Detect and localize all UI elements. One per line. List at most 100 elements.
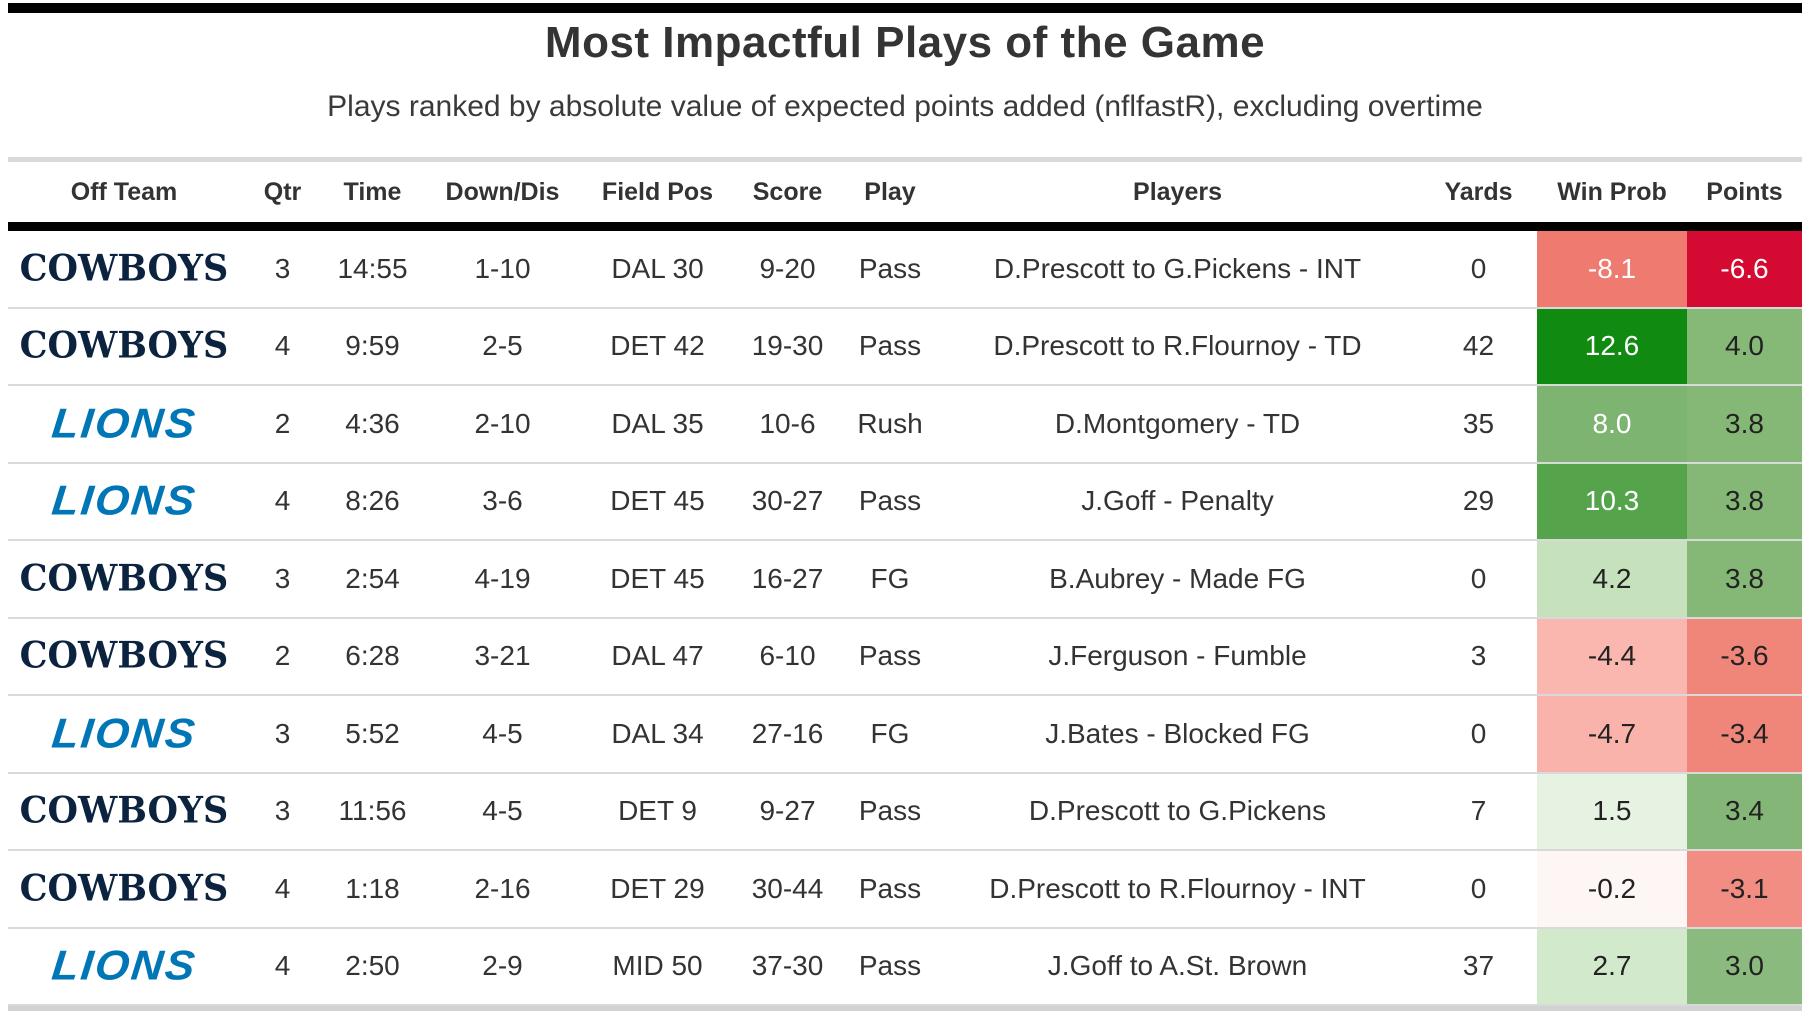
- header-row: Off Team Qtr Time Down/Dis Field Pos Sco…: [8, 163, 1802, 231]
- table-row: COWBOYS 3 14:55 1-10 DAL 30 9-20 Pass D.…: [8, 231, 1802, 309]
- score-cell: 10-6: [730, 386, 845, 464]
- win-prob-cell: 1.5: [1537, 773, 1687, 851]
- yards-cell: 0: [1420, 541, 1537, 619]
- qtr-cell: 3: [240, 231, 325, 309]
- points-cell: -3.6: [1687, 618, 1802, 696]
- qtr-cell: 4: [240, 309, 325, 386]
- play-cell: Pass: [845, 619, 935, 696]
- score-cell: 37-30: [730, 929, 845, 1006]
- col-header-play: Play: [845, 163, 935, 231]
- time-cell: 9:59: [325, 309, 420, 386]
- play-cell: FG: [845, 541, 935, 619]
- yards-cell: 29: [1420, 464, 1537, 541]
- col-header-qtr: Qtr: [240, 163, 325, 231]
- players-cell: J.Ferguson - Fumble: [935, 619, 1420, 696]
- play-cell: Pass: [845, 464, 935, 541]
- time-cell: 2:50: [325, 929, 420, 1006]
- team-wordmark-logo: LIONS: [49, 710, 199, 757]
- play-cell: Pass: [845, 929, 935, 1006]
- yards-cell: 0: [1420, 696, 1537, 774]
- team-wordmark-logo: COWBOYS: [19, 789, 229, 833]
- page-subtitle: Plays ranked by absolute value of expect…: [327, 90, 1483, 123]
- time-cell: 8:26: [325, 464, 420, 541]
- score-cell: 16-27: [730, 541, 845, 619]
- yards-cell: 7: [1420, 774, 1537, 851]
- win-prob-cell: -4.7: [1537, 696, 1687, 774]
- field-pos-cell: DAL 30: [585, 231, 730, 309]
- points-cell: -3.1: [1687, 851, 1802, 929]
- win-prob-cell: 4.2: [1537, 541, 1687, 619]
- win-prob-cell: 8.0: [1537, 386, 1687, 464]
- table-row: COWBOYS 3 11:56 4-5 DET 9 9-27 Pass D.Pr…: [8, 773, 1802, 851]
- score-cell: 30-27: [730, 464, 845, 541]
- table-row: COWBOYS 3 2:54 4-19 DET 45 16-27 FG B.Au…: [8, 541, 1802, 619]
- col-header-off-team: Off Team: [8, 163, 240, 231]
- win-prob-cell: -8.1: [1537, 231, 1687, 309]
- team-wordmark-logo: LIONS: [49, 400, 199, 447]
- play-cell: Pass: [845, 309, 935, 386]
- off-team-cell: LIONS: [8, 929, 240, 1006]
- down-dis-cell: 1-10: [420, 231, 585, 309]
- qtr-cell: 2: [240, 619, 325, 696]
- score-cell: 27-16: [730, 696, 845, 774]
- col-header-time: Time: [325, 163, 420, 231]
- off-team-cell: COWBOYS: [8, 309, 240, 386]
- qtr-cell: 4: [240, 851, 325, 929]
- players-cell: D.Montgomery - TD: [935, 386, 1420, 464]
- table-row: LIONS 4 8:26 3-6 DET 45 30-27 Pass J.Gof…: [8, 463, 1802, 541]
- time-cell: 4:36: [325, 386, 420, 464]
- qtr-cell: 3: [240, 696, 325, 774]
- down-dis-cell: 4-5: [420, 696, 585, 774]
- play-cell: Rush: [845, 386, 935, 464]
- team-wordmark-logo: COWBOYS: [19, 324, 229, 368]
- down-dis-cell: 2-9: [420, 929, 585, 1006]
- points-cell: 3.0: [1687, 928, 1802, 1006]
- yards-cell: 0: [1420, 231, 1537, 309]
- col-header-score: Score: [730, 163, 845, 231]
- field-pos-cell: DAL 47: [585, 619, 730, 696]
- score-cell: 19-30: [730, 309, 845, 386]
- players-cell: D.Prescott to G.Pickens - INT: [935, 231, 1420, 309]
- team-wordmark-logo: LIONS: [49, 477, 199, 525]
- players-cell: J.Goff - Penalty: [935, 464, 1420, 541]
- team-wordmark-logo: COWBOYS: [19, 634, 229, 678]
- top-black-bar: [8, 3, 1802, 13]
- qtr-cell: 2: [240, 386, 325, 464]
- field-pos-cell: DAL 34: [585, 696, 730, 774]
- off-team-cell: COWBOYS: [8, 619, 240, 696]
- field-pos-cell: DET 45: [585, 464, 730, 541]
- play-cell: Pass: [845, 774, 935, 851]
- down-dis-cell: 4-19: [420, 541, 585, 619]
- points-cell: -3.4: [1687, 696, 1802, 774]
- play-cell: FG: [845, 696, 935, 774]
- points-cell: 3.4: [1687, 773, 1802, 851]
- win-prob-cell: 2.7: [1537, 928, 1687, 1006]
- down-dis-cell: 2-16: [420, 851, 585, 929]
- field-pos-cell: DET 29: [585, 851, 730, 929]
- score-cell: 6-10: [730, 619, 845, 696]
- win-prob-cell: 12.6: [1537, 308, 1687, 386]
- time-cell: 5:52: [325, 696, 420, 774]
- qtr-cell: 4: [240, 929, 325, 1006]
- time-cell: 14:55: [325, 231, 420, 309]
- down-dis-cell: 3-6: [420, 464, 585, 541]
- team-wordmark-logo: LIONS: [49, 942, 199, 990]
- table-row: LIONS 4 2:50 2-9 MID 50 37-30 Pass J.Gof…: [8, 928, 1802, 1006]
- yards-cell: 0: [1420, 851, 1537, 929]
- page-title: Most Impactful Plays of the Game: [544, 18, 1266, 67]
- points-cell: 3.8: [1687, 541, 1802, 619]
- time-cell: 2:54: [325, 541, 420, 619]
- table-row: LIONS 3 5:52 4-5 DAL 34 27-16 FG J.Bates…: [8, 696, 1802, 774]
- field-pos-cell: DAL 35: [585, 386, 730, 464]
- top-divider-line: [8, 157, 1802, 162]
- plays-table-body: COWBOYS 3 14:55 1-10 DAL 30 9-20 Pass D.…: [8, 231, 1802, 1006]
- win-prob-cell: -0.2: [1537, 851, 1687, 929]
- yards-cell: 3: [1420, 619, 1537, 696]
- players-cell: J.Bates - Blocked FG: [935, 696, 1420, 774]
- score-cell: 9-20: [730, 231, 845, 309]
- bottom-divider-line: [8, 1006, 1802, 1011]
- qtr-cell: 4: [240, 464, 325, 541]
- down-dis-cell: 3-21: [420, 619, 585, 696]
- yards-cell: 37: [1420, 929, 1537, 1006]
- col-header-yards: Yards: [1420, 163, 1537, 231]
